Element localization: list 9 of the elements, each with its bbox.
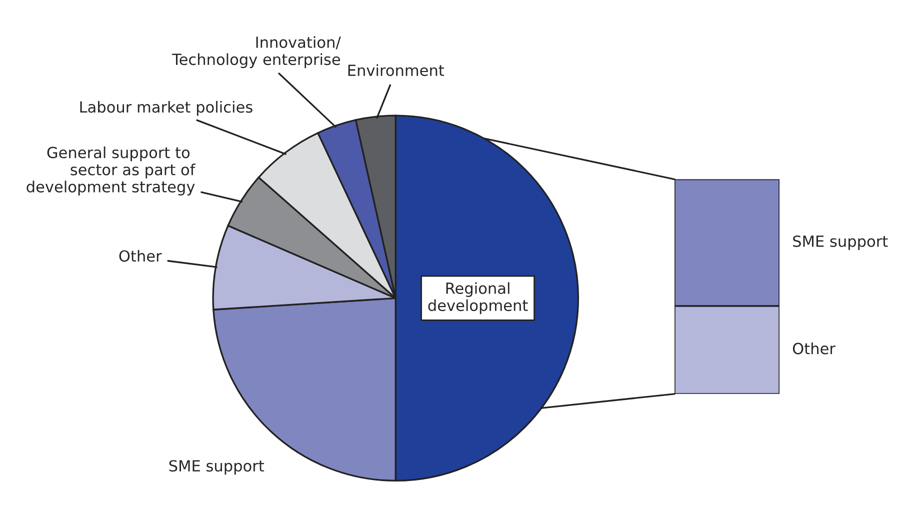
slice-label: Other [119, 250, 162, 262]
slice-label: Innovation/ Technology enterprise [172, 36, 341, 68]
slice-label: Labour market policies [80, 100, 252, 116]
slice-label: Regional development [428, 282, 528, 314]
slice-label: SME support [169, 460, 264, 475]
series-label: Other [792, 342, 836, 354]
series-label: SME support [793, 235, 888, 250]
slice-label: Environment [348, 64, 444, 76]
slice-label: General support to sector as part of development strategy [26, 146, 196, 196]
